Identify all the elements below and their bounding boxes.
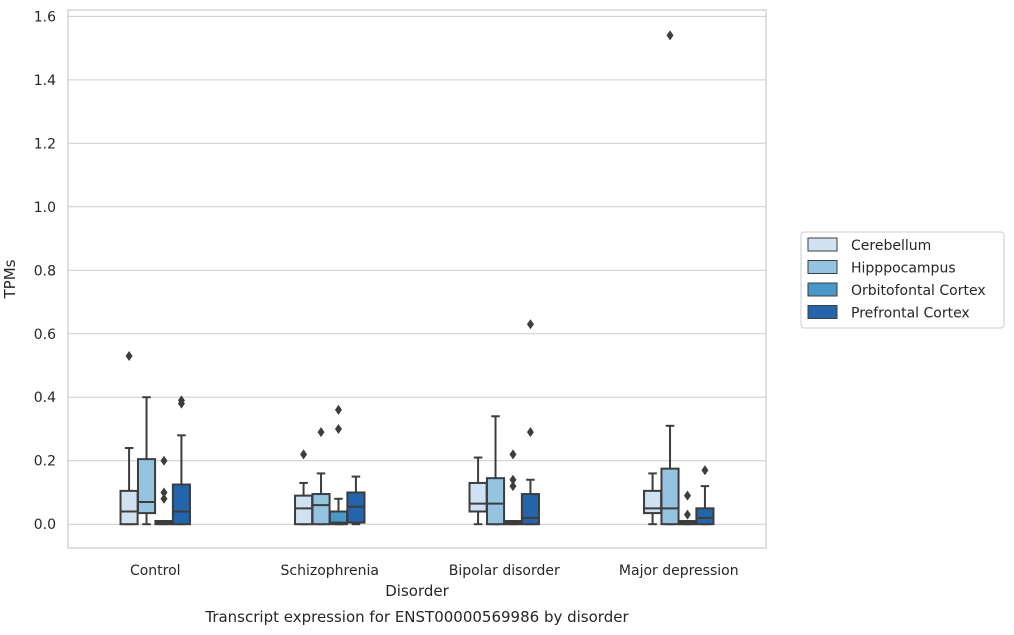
outlier-point [334, 404, 342, 415]
y-tick-label: 0.6 [34, 327, 56, 343]
outlier-point [125, 350, 133, 361]
boxplot [468, 456, 488, 526]
box [311, 493, 331, 526]
outlier-point [317, 427, 325, 438]
box [119, 489, 139, 526]
outlier-point [683, 509, 691, 520]
x-tick-label: Major depression [619, 563, 739, 579]
boxplot [311, 427, 331, 526]
outlier-point [160, 487, 168, 498]
outlier-point [666, 30, 674, 41]
legend-swatch [807, 260, 838, 274]
box [660, 467, 680, 526]
x-tick-label: Control [130, 563, 181, 579]
y-tick-labels: 0.0 0.2 0.4 0.6 0.8 1.0 1.2 1.4 1.6 [34, 9, 56, 533]
boxplots [119, 30, 715, 526]
legend-swatch [807, 305, 838, 319]
outlier-point [526, 319, 534, 330]
outlier-point [526, 427, 534, 438]
outlier-point [160, 493, 168, 504]
legend-label: Hipppocampus [851, 261, 956, 277]
boxplot [643, 472, 663, 526]
y-tick-label: 1.4 [34, 73, 56, 89]
y-tick-label: 0.8 [34, 263, 56, 279]
y-tick-label: 1.6 [34, 9, 56, 25]
y-tick-label: 1.0 [34, 200, 56, 216]
boxplot [171, 395, 191, 526]
y-tick-label: 0.2 [34, 454, 56, 470]
outlier-point [509, 481, 517, 492]
box [643, 489, 663, 515]
boxplot [136, 396, 157, 526]
legend-label: Prefrontal Cortex [851, 306, 970, 322]
boxplot [660, 30, 680, 526]
legend-frame [800, 231, 1005, 329]
outlier-point [509, 449, 517, 460]
boxplot [119, 350, 139, 526]
x-tick-labels: Control Schizophrenia Bipolar disorder Majo… [130, 563, 739, 579]
legend-swatch [807, 237, 838, 252]
y-tick-label: 1.2 [34, 136, 56, 152]
outlier-point [334, 423, 342, 434]
outlier-point [683, 490, 691, 501]
chart-caption: Transcript expression for ENST0000056998… [204, 608, 629, 626]
x-axis-label: Disorder [385, 582, 449, 600]
boxplot [154, 455, 174, 526]
box [485, 477, 506, 526]
y-tick-label: 0.4 [34, 390, 56, 406]
y-axis-label: TPMs [1, 259, 19, 299]
legend: Cerebellum Hipppocampus Orbitofontal Corte… [800, 231, 1005, 329]
boxplot [485, 415, 506, 526]
boxplot [677, 490, 698, 526]
outlier-point [701, 465, 709, 476]
box [520, 493, 540, 526]
box [695, 507, 715, 526]
plot-frame [67, 9, 767, 549]
boxplot [328, 404, 349, 526]
boxplot [346, 475, 366, 526]
y-tick-label: 0.0 [34, 517, 56, 533]
box [294, 494, 314, 526]
x-tick-label: Bipolar disorder [449, 563, 560, 579]
box [136, 458, 157, 515]
x-tick-label: Schizophrenia [281, 563, 379, 579]
legend-label: Orbitofontal Cortex [851, 283, 986, 299]
outlier-point [300, 449, 308, 460]
boxplot [695, 465, 715, 526]
boxplot [520, 319, 540, 526]
outlier-point [160, 455, 168, 466]
box [171, 483, 191, 526]
outlier-point [177, 395, 185, 406]
gridlines [68, 15, 766, 525]
legend-swatch [807, 282, 838, 297]
box [468, 481, 488, 513]
outlier-point [509, 474, 517, 485]
legend-label: Cerebellum [851, 238, 931, 254]
